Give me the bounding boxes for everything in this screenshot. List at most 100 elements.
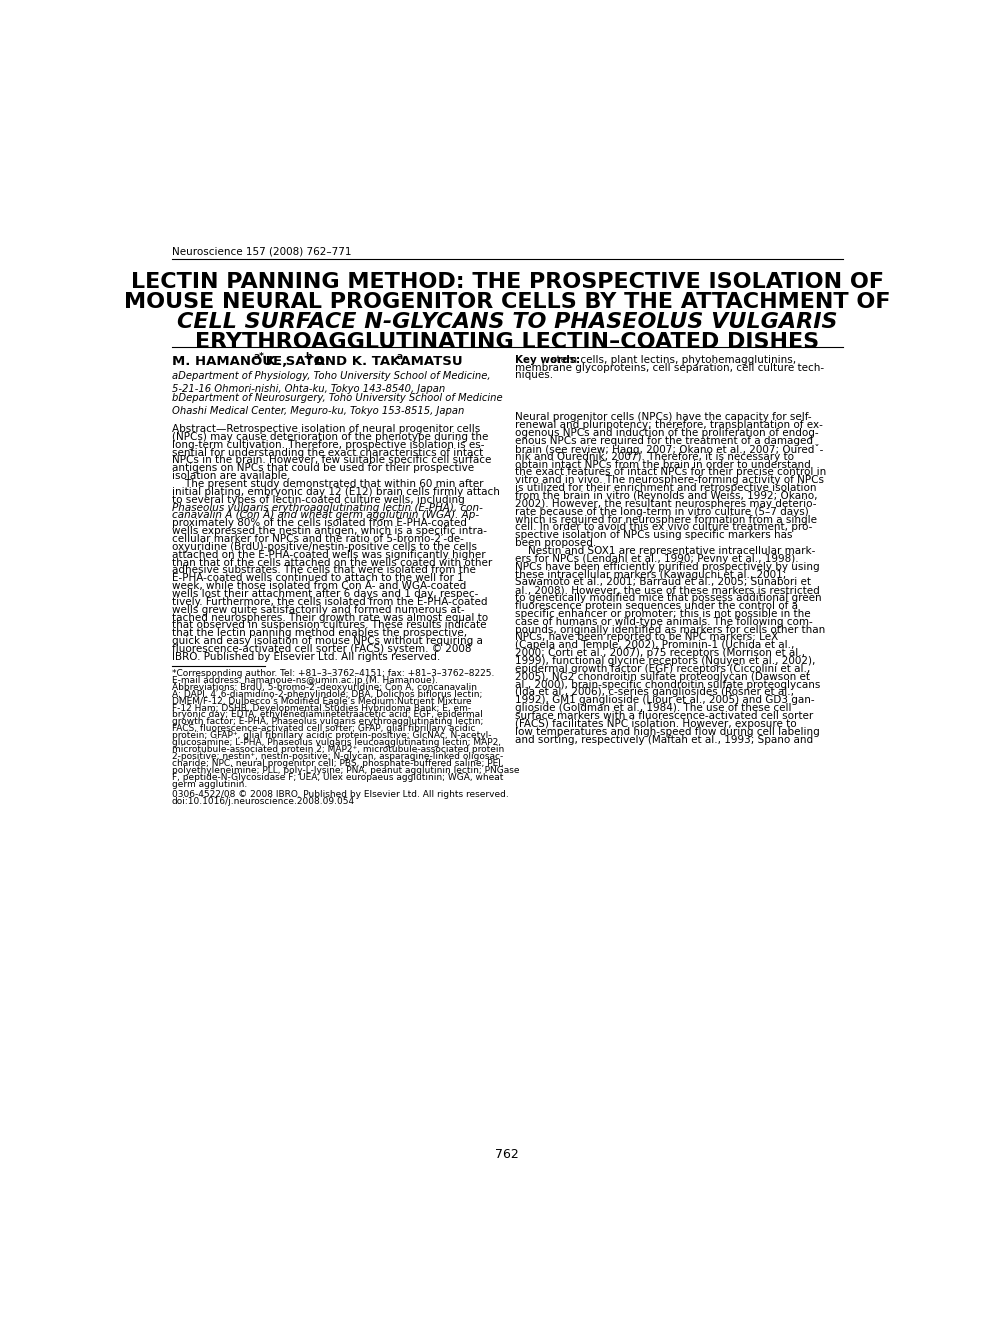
Text: 1999), functional glycine receptors (Nguyen et al., 2002),: 1999), functional glycine receptors (Ngu… [515, 656, 816, 667]
Text: NPCs, have been reported to be NPC markers: LeX: NPCs, have been reported to be NPC marke… [515, 632, 778, 643]
Text: long-term cultivation. Therefore, prospective isolation is es-: long-term cultivation. Therefore, prospe… [172, 440, 484, 450]
Text: Abstract—Retrospective isolation of neural progenitor cells: Abstract—Retrospective isolation of neur… [172, 424, 480, 434]
Text: (Capela and Temple, 2002), Prominin-1 (Uchida et al.,: (Capela and Temple, 2002), Prominin-1 (U… [515, 640, 795, 651]
Text: (NPCs) may cause deterioration of the phenotype during the: (NPCs) may cause deterioration of the ph… [172, 432, 488, 442]
Text: polyethyleneimine; PLL, poly-L-lysine; PNA, peanut agglutinin lectin; PNGase: polyethyleneimine; PLL, poly-L-lysine; P… [172, 766, 520, 775]
Text: adhesive substrates. The cells that were isolated from the: adhesive substrates. The cells that were… [172, 565, 475, 576]
Text: The present study demonstrated that within 60 min after: The present study demonstrated that with… [172, 479, 483, 488]
Text: Abbreviations: BrdU, 5-bromo-2′-deoxyuridine; Con A, concanavalin: Abbreviations: BrdU, 5-bromo-2′-deoxyuri… [172, 682, 477, 692]
Text: rate because of the long-term in vitro culture (5–7 days): rate because of the long-term in vitro c… [515, 507, 809, 516]
Text: growth factor; E-PHA, Phaseolus vulgaris erythroagglutinating lectin;: growth factor; E-PHA, Phaseolus vulgaris… [172, 718, 483, 726]
Text: oxyuridine (BrdU)-positive/nestin-positive cells to the cells: oxyuridine (BrdU)-positive/nestin-positi… [172, 543, 477, 552]
Text: bryonic day; EDTA, ethylenediaminetetraacetic acid; EGF, epidermal: bryonic day; EDTA, ethylenediaminetetraa… [172, 710, 482, 719]
Text: epidermal growth factor (EGF) receptors (Ciccolini et al.,: epidermal growth factor (EGF) receptors … [515, 664, 811, 673]
Text: cellular marker for NPCs and the ratio of 5-bromo-2′-de-: cellular marker for NPCs and the ratio o… [172, 535, 463, 544]
Text: vitro and in vivo. The neurosphere-forming activity of NPCs: vitro and in vivo. The neurosphere-formi… [515, 475, 824, 486]
Text: proximately 80% of the cells isolated from E-PHA-coated: proximately 80% of the cells isolated fr… [172, 519, 466, 528]
Text: MOUSE NEURAL PROGENITOR CELLS BY THE ATTACHMENT OF: MOUSE NEURAL PROGENITOR CELLS BY THE ATT… [124, 293, 891, 313]
Text: glucosamine; L-PHA, Phaseolus vulgaris leucoagglutinating lectin; MAP2,: glucosamine; L-PHA, Phaseolus vulgaris l… [172, 738, 501, 747]
Text: 2-positive; nestin⁺, nestin-positive; N-glycan, asparagine-linked oligosac-: 2-positive; nestin⁺, nestin-positive; N-… [172, 752, 503, 762]
Text: been proposed.: been proposed. [515, 539, 596, 548]
Text: wells lost their attachment after 6 days and 1 day, respec-: wells lost their attachment after 6 days… [172, 589, 478, 599]
Text: 762: 762 [496, 1148, 519, 1160]
Text: 2002). However, the resultant neurospheres may deterio-: 2002). However, the resultant neurospher… [515, 499, 817, 510]
Text: which is required for neurosphere formation from a single: which is required for neurosphere format… [515, 515, 817, 524]
Text: brain (see review; Hagg, 2007; Okano et al., 2007; Ouredˇ-: brain (see review; Hagg, 2007; Okano et … [515, 444, 824, 455]
Text: surface markers with a fluorescence-activated cell sorter: surface markers with a fluorescence-acti… [515, 711, 814, 721]
Text: 0306-4522/08 © 2008 IBRO. Published by Elsevier Ltd. All rights reserved.: 0306-4522/08 © 2008 IBRO. Published by E… [172, 789, 509, 799]
Text: CELL SURFACE N-GLYCANS TO PHASEOLUS VULGARIS: CELL SURFACE N-GLYCANS TO PHASEOLUS VULG… [177, 313, 838, 333]
Text: week, while those isolated from Con A- and WGA-coated: week, while those isolated from Con A- a… [172, 581, 466, 591]
Text: cell. In order to avoid this ex vivo culture treatment, pro-: cell. In order to avoid this ex vivo cul… [515, 523, 813, 532]
Text: spective isolation of NPCs using specific markers has: spective isolation of NPCs using specifi… [515, 531, 793, 540]
Text: A; DAPI, 4′,6-diamidino-2-phenylindole; DBA, Dolichos biflorus lectin;: A; DAPI, 4′,6-diamidino-2-phenylindole; … [172, 689, 482, 698]
Text: case of humans or wild-type animals. The following com-: case of humans or wild-type animals. The… [515, 616, 813, 627]
Text: FACS, fluorescence-activated cell sorter; GFAP, glial fibrillary acidic: FACS, fluorescence-activated cell sorter… [172, 725, 475, 734]
Text: wells expressed the nestin antigen, which is a specific intra-: wells expressed the nestin antigen, whic… [172, 527, 487, 536]
Text: membrane glycoproteins, cell separation, cell culture tech-: membrane glycoproteins, cell separation,… [515, 363, 825, 372]
Text: E-PHA-coated wells continued to attach to the well for 1: E-PHA-coated wells continued to attach t… [172, 573, 463, 583]
Text: fluorescence protein sequences under the control of a: fluorescence protein sequences under the… [515, 601, 798, 611]
Text: nik and Ourednik, 2007). Therefore, it is necessary to: nik and Ourednik, 2007). Therefore, it i… [515, 451, 794, 462]
Text: 2005), NG2 chondroitin sulfate proteoglycan (Dawson et: 2005), NG2 chondroitin sulfate proteogly… [515, 672, 810, 681]
Text: antigens on NPCs that could be used for their prospective: antigens on NPCs that could be used for … [172, 463, 474, 474]
Text: to several types of lectin-coated culture wells, including: to several types of lectin-coated cultur… [172, 495, 464, 504]
Text: renewal and pluripotency; therefore, transplantation of ex-: renewal and pluripotency; therefore, tra… [515, 420, 823, 430]
Text: al., 2008). However, the use of these markers is restricted: al., 2008). However, the use of these ma… [515, 585, 820, 595]
Text: Key words:: Key words: [515, 355, 584, 364]
Text: Neural progenitor cells (NPCs) have the capacity for self-: Neural progenitor cells (NPCs) have the … [515, 412, 812, 422]
Text: bDepartment of Neurosurgery, Toho University School of Medicine
Ohashi Medical C: bDepartment of Neurosurgery, Toho Univer… [172, 393, 503, 416]
Text: the exact features of intact NPCs for their precise control in: the exact features of intact NPCs for th… [515, 467, 827, 478]
Text: M. HAMANOUE,: M. HAMANOUE, [172, 355, 287, 368]
Text: IBRO. Published by Elsevier Ltd. All rights reserved.: IBRO. Published by Elsevier Ltd. All rig… [172, 652, 440, 661]
Text: attached on the E-PHA-coated wells was significantly higher: attached on the E-PHA-coated wells was s… [172, 549, 485, 560]
Text: low temperatures and high-speed flow during cell labeling: low temperatures and high-speed flow dur… [515, 726, 820, 737]
Text: LECTIN PANNING METHOD: THE PROSPECTIVE ISOLATION OF: LECTIN PANNING METHOD: THE PROSPECTIVE I… [131, 272, 884, 292]
Text: a: a [397, 352, 403, 362]
Text: AND K. TAKAMATSU: AND K. TAKAMATSU [310, 355, 462, 368]
Text: (Ida et al., 2006), c-series gangliosides (Rosner et al.,: (Ida et al., 2006), c-series ganglioside… [515, 688, 794, 697]
Text: quick and easy isolation of mouse NPCs without requiring a: quick and easy isolation of mouse NPCs w… [172, 636, 483, 645]
Text: ERYTHROAGGLUTINATING LECTIN–COATED DISHES: ERYTHROAGGLUTINATING LECTIN–COATED DISHE… [195, 333, 820, 352]
Text: doi:10.1016/j.neuroscience.2008.09.054: doi:10.1016/j.neuroscience.2008.09.054 [172, 797, 355, 805]
Text: canavalin A (Con A) and wheat germ agglutinin (WGA). Ap-: canavalin A (Con A) and wheat germ agglu… [172, 511, 479, 520]
Text: Sawamoto et al., 2001; Barraud et al., 2005; Sunabori et: Sawamoto et al., 2001; Barraud et al., 2… [515, 577, 811, 587]
Text: to genetically modified mice that possess additional green: to genetically modified mice that posses… [515, 593, 822, 603]
Text: than that of the cells attached on the wells coated with other: than that of the cells attached on the w… [172, 557, 492, 568]
Text: stem cells, plant lectins, phytohemagglutinins,: stem cells, plant lectins, phytohemagglu… [550, 355, 796, 364]
Text: ogenous NPCs and induction of the proliferation of endog-: ogenous NPCs and induction of the prolif… [515, 428, 819, 438]
Text: b: b [305, 352, 312, 362]
Text: NPCs have been efficiently purified prospectively by using: NPCs have been efficiently purified pros… [515, 562, 820, 572]
Text: wells grew quite satisfactorily and formed numerous at-: wells grew quite satisfactorily and form… [172, 605, 464, 615]
Text: K. SATO: K. SATO [261, 355, 325, 368]
Text: glioside (Goldman et al., 1984). The use of these cell: glioside (Goldman et al., 1984). The use… [515, 704, 792, 713]
Text: Neuroscience 157 (2008) 762–771: Neuroscience 157 (2008) 762–771 [172, 247, 351, 257]
Text: tively. Furthermore, the cells isolated from the E-PHA-coated: tively. Furthermore, the cells isolated … [172, 597, 487, 607]
Text: pounds, originally identified as markers for cells other than: pounds, originally identified as markers… [515, 624, 826, 635]
Text: aDepartment of Physiology, Toho University School of Medicine,
5-21-16 Ohmori-ni: aDepartment of Physiology, Toho Universi… [172, 371, 490, 395]
Text: F-12 Ham; DSHB, Developmental Studies Hybridoma Bank; E, em-: F-12 Ham; DSHB, Developmental Studies Hy… [172, 704, 471, 713]
Text: Phaseolus vulgaris erythroagglutinating lectin (E-PHA), con-: Phaseolus vulgaris erythroagglutinating … [172, 503, 483, 512]
Text: *Corresponding author. Tel: +81–3–3762–4151; fax: +81–3–3762–8225.: *Corresponding author. Tel: +81–3–3762–4… [172, 669, 494, 678]
Text: (FACS) facilitates NPC isolation. However, exposure to: (FACS) facilitates NPC isolation. Howeve… [515, 719, 797, 729]
Text: from the brain in vitro (Reynolds and Weiss, 1992; Okano,: from the brain in vitro (Reynolds and We… [515, 491, 818, 502]
Text: fluorescence-activated cell sorter (FACS) system. © 2008: fluorescence-activated cell sorter (FACS… [172, 644, 471, 653]
Text: a*: a* [253, 352, 264, 362]
Text: enous NPCs are required for the treatment of a damaged: enous NPCs are required for the treatmen… [515, 436, 813, 446]
Text: isolation are available.: isolation are available. [172, 471, 290, 482]
Text: niques.: niques. [515, 371, 553, 380]
Text: al., 2000), brain-specific chondroitin sulfate proteoglycans: al., 2000), brain-specific chondroitin s… [515, 680, 821, 689]
Text: DMEM/F-12, Dulbecco’s Modified Eagle’s Medium:Nutrient Mixture: DMEM/F-12, Dulbecco’s Modified Eagle’s M… [172, 697, 471, 706]
Text: protein; GFAP⁺, glial fibrillary acidic protein-positive; GlcNAc, N-acetyl-: protein; GFAP⁺, glial fibrillary acidic … [172, 731, 491, 741]
Text: that the lectin panning method enables the prospective,: that the lectin panning method enables t… [172, 628, 467, 639]
Text: charide; NPC, neural progenitor cell; PBS, phosphate-buffered saline; PEI,: charide; NPC, neural progenitor cell; PB… [172, 759, 504, 768]
Text: is utilized for their enrichment and retrospective isolation: is utilized for their enrichment and ret… [515, 483, 817, 494]
Text: specific enhancer or promoter; this is not possible in the: specific enhancer or promoter; this is n… [515, 609, 811, 619]
Text: sential for understanding the exact characteristics of intact: sential for understanding the exact char… [172, 447, 483, 458]
Text: Nestin and SOX1 are representative intracellular mark-: Nestin and SOX1 are representative intra… [515, 546, 816, 556]
Text: ers for NPCs (Lendahl et al., 1990; Pevny et al., 1998).: ers for NPCs (Lendahl et al., 1990; Pevn… [515, 554, 799, 564]
Text: these intracellular markers (Kawaguchi et al., 2001;: these intracellular markers (Kawaguchi e… [515, 570, 786, 579]
Text: NPCs in the brain. However, few suitable specific cell surface: NPCs in the brain. However, few suitable… [172, 455, 491, 466]
Text: obtain intact NPCs from the brain in order to understand: obtain intact NPCs from the brain in ord… [515, 459, 811, 470]
Text: and sorting, respectively (Maftah et al., 1993; Spano and: and sorting, respectively (Maftah et al.… [515, 734, 813, 744]
